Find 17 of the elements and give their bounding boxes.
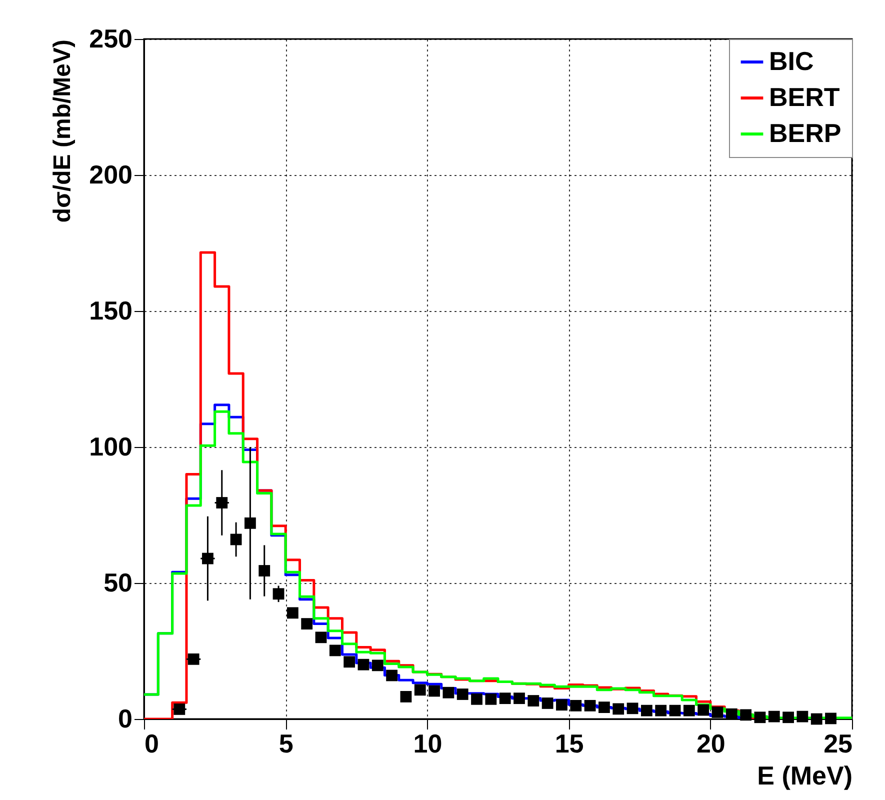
x-tick-label: 10	[413, 728, 442, 758]
y-axis-title: dσ/dE (mb/MeV)	[49, 40, 76, 223]
x-tick-label: 20	[696, 728, 726, 758]
y-tick-label: 250	[89, 24, 132, 54]
legend-label: BERT	[769, 82, 840, 112]
x-tick-label: 15	[554, 728, 584, 758]
y-tick-label: 50	[104, 568, 132, 598]
y-tick-label: 150	[89, 296, 132, 326]
x-tick-label: 25	[824, 728, 852, 758]
x-axis-title: E (MeV)	[757, 760, 852, 790]
legend-label: BIC	[769, 46, 814, 76]
x-tick-label: 5	[278, 728, 294, 758]
y-tick-label: 0	[118, 704, 132, 734]
y-tick-label: 200	[89, 160, 132, 190]
x-tick-label: 0	[144, 728, 159, 758]
y-tick-label: 100	[89, 432, 132, 462]
legend-label: BERP	[769, 118, 842, 148]
